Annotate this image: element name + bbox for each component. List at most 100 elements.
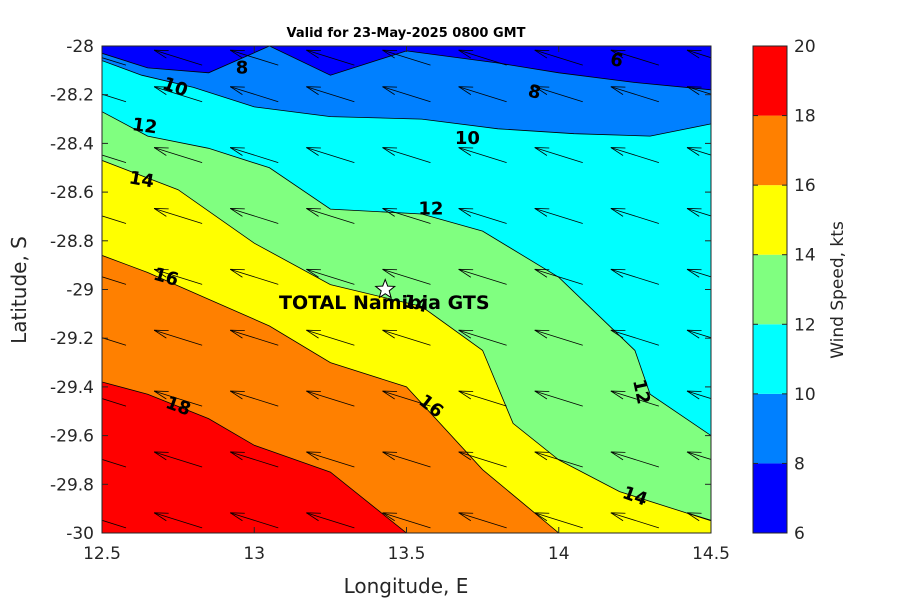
wind-arrow [102,93,127,103]
colorbar-segment [753,46,787,116]
colorbar-tick-label: 8 [794,454,805,474]
contour-label: 12 [418,199,443,220]
wind-arrow [230,208,279,224]
colorbar: 6 8 10 12 14 16 18 20 [752,37,816,544]
wind-arrow [534,451,583,468]
wind-arrow [153,86,203,103]
y-tick-label: -29.2 [50,329,94,349]
colorbar-tick-label: 6 [794,524,805,544]
wind-arrow [153,268,203,285]
wind-arrow [534,147,583,163]
wind-arrow [458,208,507,224]
y-tick-label: -30 [66,524,94,544]
wind-arrow [102,215,127,224]
wind-arrow [458,512,507,529]
contour-label: 8 [526,81,543,104]
wind-arrow [534,390,583,407]
contour-label: 10 [455,128,480,149]
wind-arrow [686,329,711,339]
wind-arrow [382,49,431,66]
colorbar-segment [753,185,787,255]
contour-label: 12 [628,377,654,406]
wind-arrow [686,451,711,461]
wind-arrow [458,390,507,407]
colorbar-segment [753,254,787,325]
wind-arrow [610,268,659,285]
wind-arrow [610,208,659,224]
wind-arrow [458,451,507,468]
wind-arrow [306,49,355,66]
wind-arrow [382,512,431,529]
x-tick-label: 14 [548,544,570,564]
wind-arrow [382,147,431,163]
site-marker: TOTAL Namibia GTS [279,278,490,314]
wind-arrow [153,147,203,163]
y-tick-label: -28.2 [50,86,94,106]
wind-arrow [686,268,711,278]
wind-arrow [458,268,507,285]
y-tick-label: -28.8 [50,232,94,252]
colorbar-label: Wind Speed, kts [828,221,848,359]
colorbar-tick-label: 14 [794,246,816,266]
wind-arrow [382,86,431,103]
wind-arrow [610,86,659,103]
y-axis: -28 -28.2 -28.4 -28.6 -28.8 -29 -29.2 -29.4 -29.… [50,37,711,544]
contour-fills [102,46,711,533]
wind-arrow [102,398,127,407]
contour-line-10 [102,60,711,137]
wind-arrow [102,276,127,285]
wind-arrow [534,208,583,224]
chart-title: Valid for 23-May-2025 0800 GMT [287,26,526,41]
wind-arrow [686,86,711,95]
wind-arrow [686,208,711,217]
x-tick-label: 12.5 [83,544,121,564]
wind-arrow [610,512,659,529]
wind-arrow [306,268,355,285]
wind-arrow [230,390,279,407]
x-tick-label: 14.5 [692,544,730,564]
colorbar-tick-label: 10 [794,385,816,405]
wind-arrow [230,512,279,529]
wind-arrow [534,49,583,66]
y-tick-label: -29.4 [50,378,94,398]
wind-vector-field [102,49,711,529]
site-label: TOTAL Namibia GTS [279,292,490,314]
wind-arrow [610,49,659,66]
wind-arrow [458,86,507,103]
wind-arrow [534,329,583,346]
contour-label: 8 [236,57,249,78]
wind-arrow [230,49,279,66]
wind-arrow [686,147,711,156]
wind-arrow [534,268,583,285]
wind-arrow [382,329,431,346]
colorbar-segment [753,393,787,464]
contour-line-8 [102,46,711,91]
wind-arrow [153,208,203,224]
wind-arrow [102,459,127,468]
x-tick-label: 13 [243,544,265,564]
colorbar-segment [753,115,787,186]
wind-arrow [153,512,203,529]
wind-arrow [382,451,431,468]
wind-arrow [534,86,583,103]
colorbar-tick-label: 20 [794,37,816,57]
wind-arrow [102,337,127,346]
wind-arrow [610,451,659,468]
contour-lines [102,46,711,533]
wind-arrow [102,154,127,163]
wind-arrow [153,390,203,407]
wind-arrow [686,512,711,522]
wind-arrow [306,451,355,468]
wind-arrow [382,390,431,407]
colorbar-segment [753,324,787,394]
colorbar-frame [752,45,788,534]
x-axis-label: Longitude, E [344,574,469,598]
y-axis-label: Latitude, S [7,236,31,344]
wind-arrow [306,329,355,346]
wind-arrow [306,390,355,407]
y-tick-label: -28.4 [50,134,94,154]
y-tick-label: -29 [66,281,94,301]
contour-line-14 [102,160,711,522]
x-axis: 12.5 13 13.5 14 14.5 [83,46,730,564]
wind-arrow [686,390,711,400]
